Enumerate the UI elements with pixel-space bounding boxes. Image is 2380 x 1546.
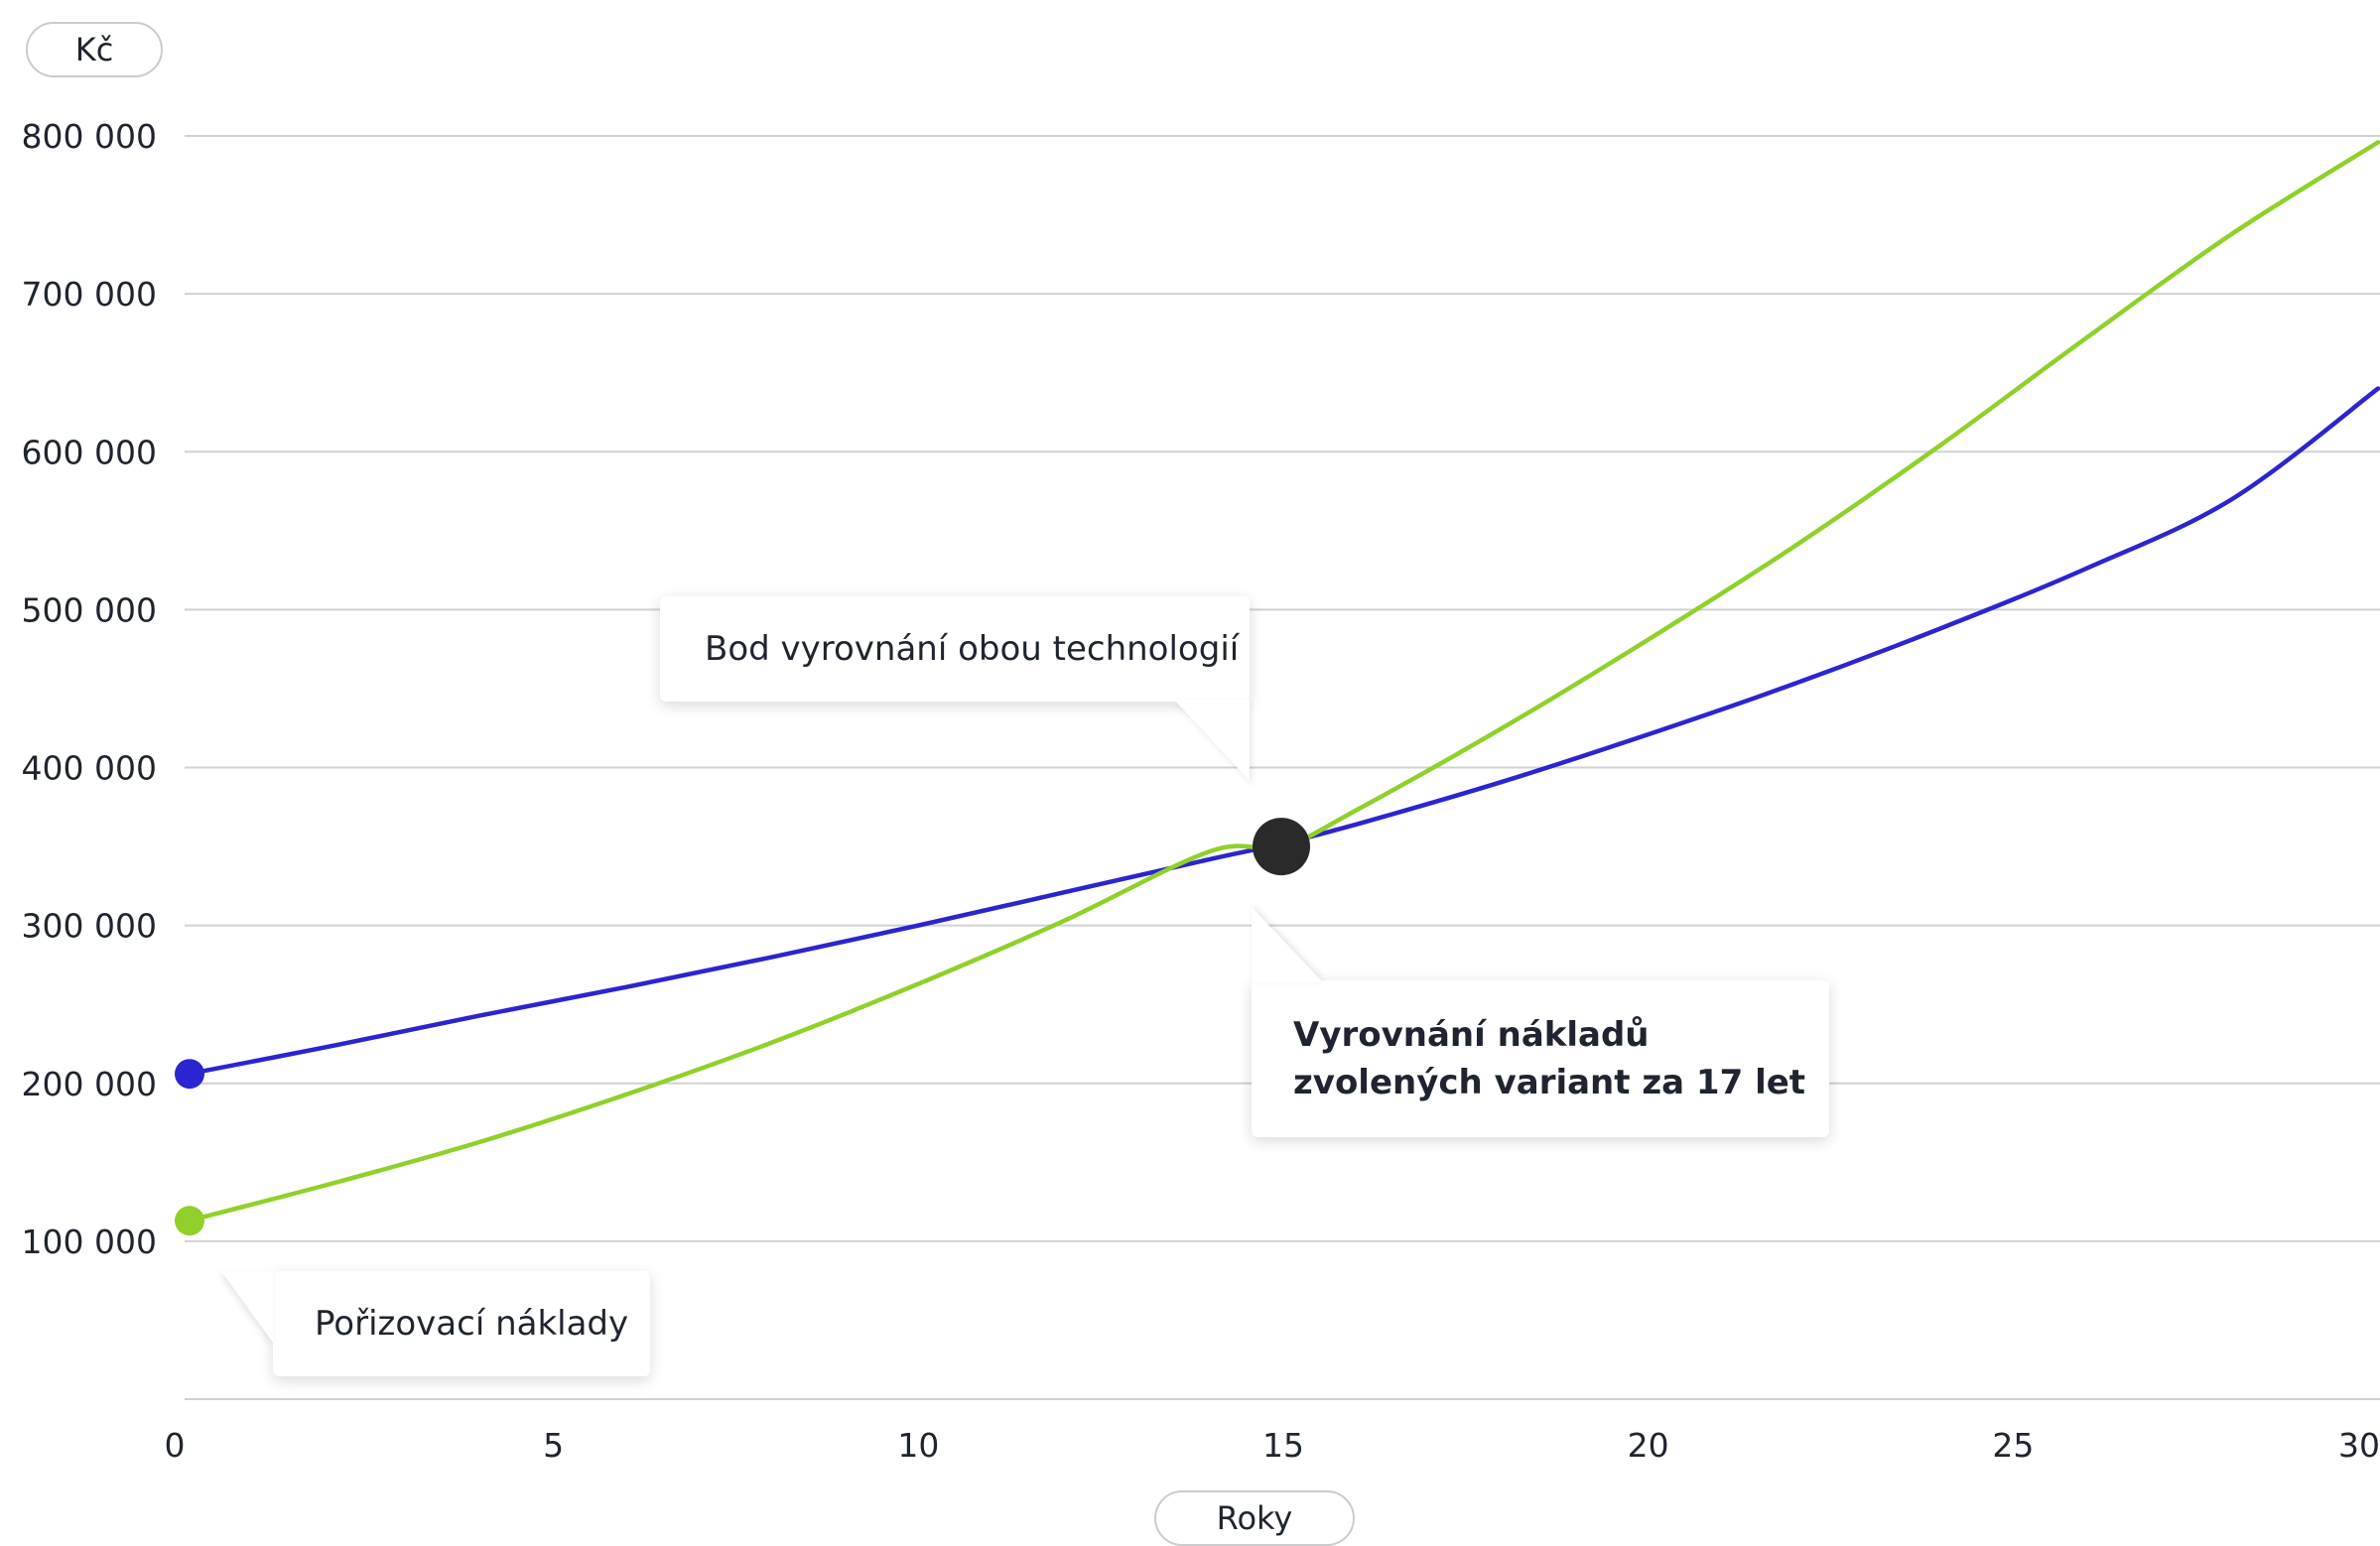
summary-callout-pointer [1252,907,1323,982]
breakeven-callout: Bod vyrovnání obou technologií [660,596,1250,702]
y-axis-unit-label: Kč [26,22,163,77]
breakeven-callout-text: Bod vyrovnání obou technologií [705,629,1239,669]
x-tick-label: 5 [543,1426,564,1465]
breakeven-callout-pointer [1174,700,1250,781]
purchase-cost-callout-pointer [221,1271,273,1343]
y-tick-label: 100 000 [22,1223,157,1261]
y-tick-label: 500 000 [22,590,157,629]
purchase-cost-callout-text: Pořizovací náklady [315,1304,628,1344]
breakeven-point-marker [1253,818,1310,875]
grid-lines [185,136,2380,1399]
y-tick-label: 700 000 [22,275,157,314]
y-tick-label: 400 000 [22,749,157,788]
x-tick-label: 30 [2338,1426,2380,1465]
series-markers [175,818,1310,1235]
summary-callout: Vyrovnání nákladů zvolených variant za 1… [1252,980,1829,1137]
x-tick-label: 0 [165,1426,186,1465]
summary-callout-line-2: zvolených variant za 17 let [1293,1059,1805,1106]
x-tick-label: 15 [1262,1426,1304,1465]
x-axis-tick-labels: 0 5 10 15 20 25 30 [165,1426,2380,1465]
series-start-marker-1 [175,1206,204,1235]
x-axis-unit-label: Roky [1154,1490,1355,1546]
purchase-cost-callout: Pořizovací náklady [273,1271,650,1376]
y-tick-label: 600 000 [22,433,157,471]
y-tick-label: 300 000 [22,907,157,946]
y-axis-tick-labels: 100 000 200 000 300 000 400 000 500 000 600 0… [22,117,157,1261]
x-tick-label: 25 [1992,1426,2034,1465]
y-tick-label: 200 000 [22,1065,157,1103]
y-tick-label: 800 000 [22,117,157,156]
series-start-marker-0 [175,1059,204,1089]
x-tick-label: 10 [897,1426,939,1465]
summary-callout-line-1: Vyrovnání nákladů [1293,1011,1805,1059]
x-tick-label: 20 [1628,1426,1669,1465]
